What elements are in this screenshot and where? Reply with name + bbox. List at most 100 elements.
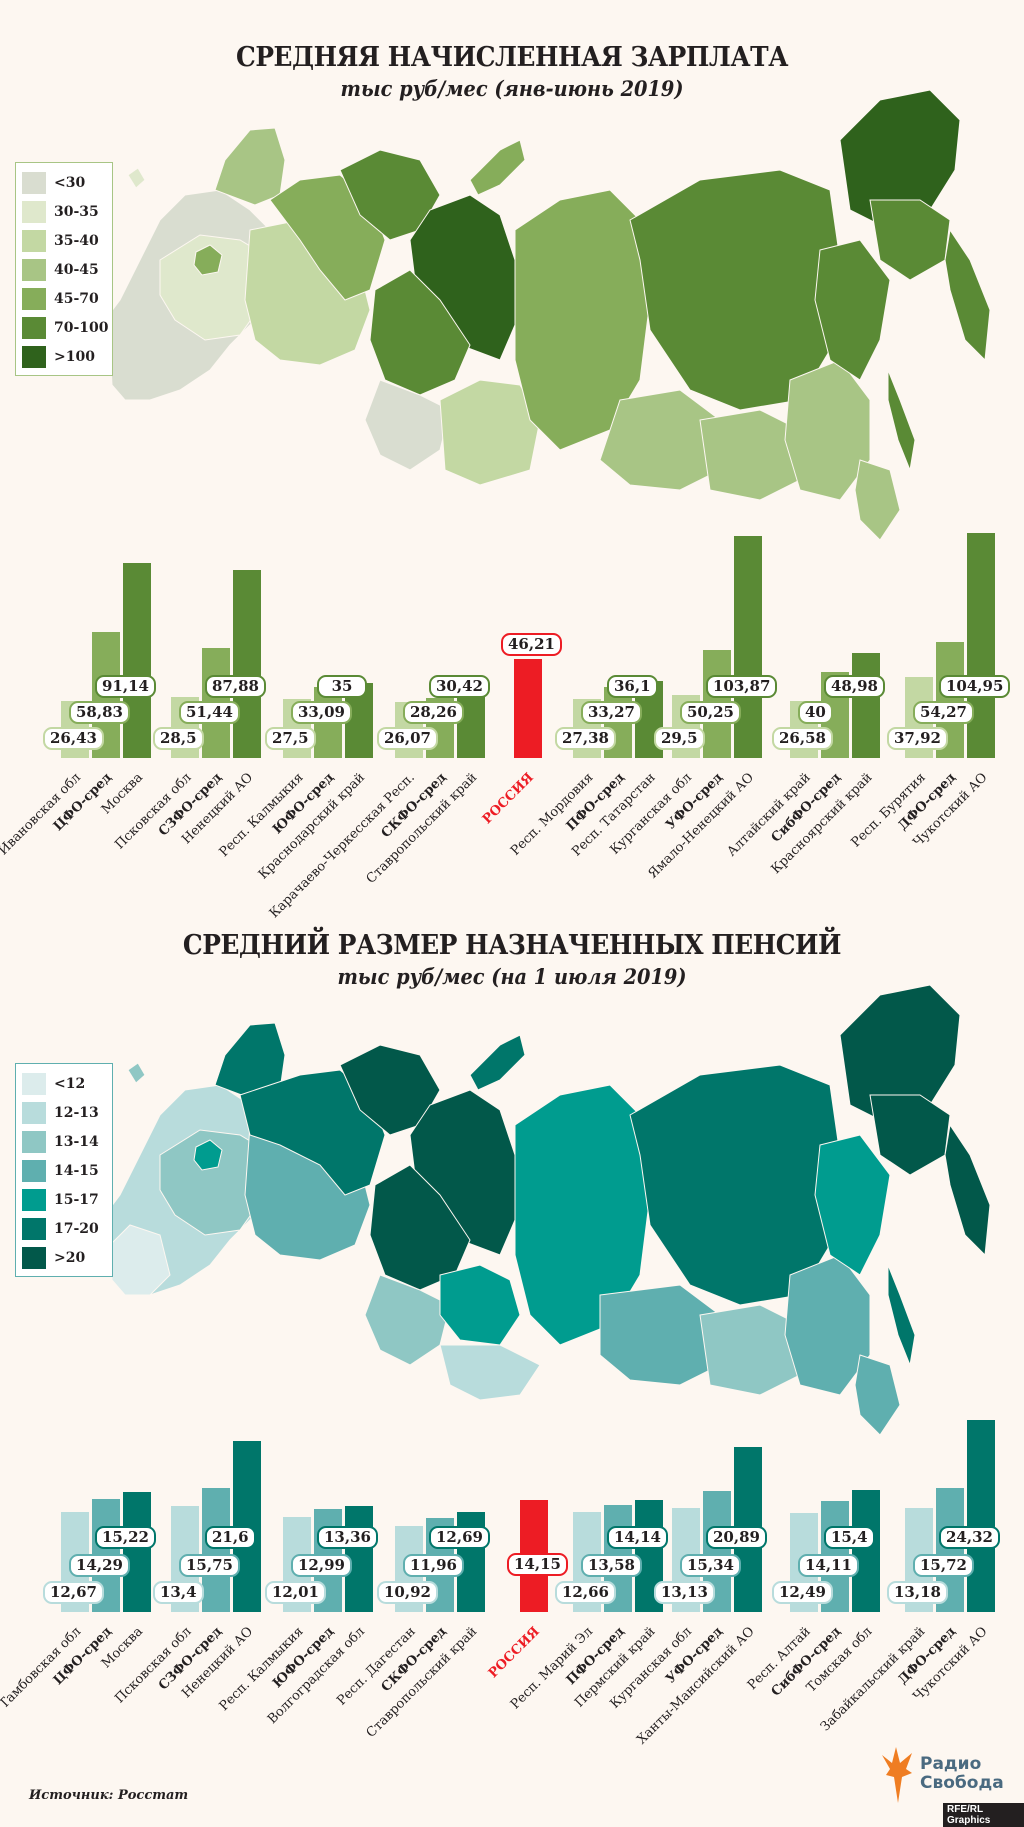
legend-label: 70-100: [54, 319, 109, 336]
pension-legend: <12 12-13 13-14 14-15 15-17 17-20 >20: [15, 1063, 113, 1277]
category-label-russia: РОССИЯ: [480, 770, 538, 828]
value-badge: 104,95: [939, 675, 1011, 698]
value-badge: 10,92: [377, 1581, 438, 1604]
legend-item: >20: [22, 1243, 112, 1272]
map-region-ural-south: [364, 379, 451, 471]
map-region-ural-south: [364, 1274, 451, 1366]
map-region-kaliningrad: [127, 1062, 146, 1084]
legend-swatch: [22, 1246, 46, 1269]
value-badge: 50,25: [680, 701, 741, 724]
bar-max-region: [852, 1490, 880, 1612]
map-region-novaya-zemlya: [469, 139, 526, 196]
map-region-transbaikal: [699, 1304, 801, 1396]
legend-label: 40-45: [54, 261, 99, 278]
value-badge: 15,34: [680, 1554, 741, 1577]
value-badge: 51,44: [179, 701, 240, 724]
legend-swatch: [22, 1130, 46, 1153]
map-region-magadan: [869, 1094, 951, 1176]
map-region-primorye: [854, 1354, 901, 1436]
salary-bar-chart: 26,43 Ивановская обл 58,83 ЦФО-сред 91,14 Мос…: [0, 500, 1024, 921]
legend-swatch: [22, 1188, 46, 1211]
value-badge: 30,42: [429, 675, 490, 698]
legend-swatch: [22, 171, 46, 194]
value-badge: 15,22: [95, 1526, 156, 1549]
map-region-moscow: [193, 1139, 223, 1171]
legend-item: 17-20: [22, 1214, 112, 1243]
legend-item: 45-70: [22, 284, 112, 313]
value-badge: 12,01: [265, 1581, 326, 1604]
map-region-krasnoyarsk: [514, 1084, 651, 1346]
legend-swatch: [22, 1072, 46, 1095]
value-badge: 13,36: [317, 1526, 378, 1549]
legend-swatch: [22, 1159, 46, 1182]
legend-label: 15-17: [54, 1191, 99, 1208]
legend-item: <12: [22, 1069, 112, 1098]
value-badge: 36,1: [607, 675, 658, 698]
map-region-chukotka: [839, 984, 961, 1126]
value-badge: 48,98: [824, 675, 885, 698]
map-region-krasnoyarsk: [514, 189, 651, 451]
value-badge: 12,99: [291, 1554, 352, 1577]
legend-item: 15-17: [22, 1185, 112, 1214]
value-badge: 20,89: [706, 1526, 767, 1549]
value-badge: 15,75: [179, 1554, 240, 1577]
legend-item: 13-14: [22, 1127, 112, 1156]
legend-swatch: [22, 316, 46, 339]
legend-swatch: [22, 258, 46, 281]
bar-max-region: [967, 533, 995, 758]
bar-max-region: [852, 653, 880, 758]
salary-subtitle: тыс руб/мес (янв-июнь 2019): [340, 76, 684, 101]
bar-district-avg: [202, 1487, 230, 1612]
value-badge: 33,09: [291, 701, 352, 724]
value-badge: 40: [798, 701, 833, 724]
value-badge: 37,92: [887, 727, 948, 750]
legend-swatch: [22, 1217, 46, 1240]
map-region-sakhalin: [887, 1264, 916, 1367]
legend-item: 70-100: [22, 313, 112, 342]
value-badge: 15,4: [824, 1526, 875, 1549]
bar-max-region: [123, 562, 151, 758]
map-region-novaya-zemlya: [469, 1034, 526, 1091]
salary-legend: <30 30-35 35-40 40-45 45-70 70-100 >100: [15, 162, 113, 376]
legend-swatch: [22, 229, 46, 252]
legend-item: >100: [22, 342, 112, 371]
value-badge: 12,69: [429, 1526, 490, 1549]
graphics-credit: RFE/RL Graphics: [943, 1803, 1024, 1827]
value-badge: 35: [317, 675, 367, 698]
bar-russia: [514, 659, 542, 758]
map-region-kamchatka: [944, 1123, 991, 1257]
value-badge: 54,27: [913, 701, 974, 724]
pension-title: СРЕДНИЙ РАЗМЕР НАЗНАЧЕННЫХ ПЕНСИЙ: [182, 930, 842, 961]
legend-item: 14-15: [22, 1156, 112, 1185]
map-region-tomsk: [439, 1264, 521, 1346]
value-badge: 14,29: [69, 1554, 130, 1577]
map-region-southwest: [109, 1224, 171, 1296]
value-badge: 26,43: [43, 727, 104, 750]
pension-map: [104, 984, 991, 1436]
legend-label: 30-35: [54, 203, 99, 220]
value-badge: 13,18: [887, 1581, 948, 1604]
source-note: Источник: Росстат: [29, 1788, 189, 1803]
map-region-irkutsk: [599, 1284, 721, 1386]
map-region-chukotka: [839, 89, 961, 231]
value-badge: 28,5: [153, 727, 204, 750]
value-badge: 29,5: [654, 727, 705, 750]
map-region-siberia-south: [439, 379, 541, 486]
legend-item: 35-40: [22, 226, 112, 255]
map-region-magadan: [869, 199, 951, 281]
map-region-moscow: [193, 244, 223, 276]
map-region-primorye: [854, 459, 901, 540]
legend-swatch: [22, 1101, 46, 1124]
bar-max-region: [734, 535, 762, 758]
value-badge: 13,4: [153, 1581, 204, 1604]
legend-swatch: [22, 287, 46, 310]
legend-label: 14-15: [54, 1162, 99, 1179]
salary-map: [104, 89, 991, 540]
legend-item: 12-13: [22, 1098, 112, 1127]
map-region-kaliningrad: [127, 167, 146, 189]
map-region-khabarovsk: [814, 1134, 891, 1276]
value-badge: 14,14: [607, 1526, 668, 1549]
value-badge: 33,27: [581, 701, 642, 724]
legend-swatch: [22, 200, 46, 223]
value-badge-russia: 14,15: [507, 1553, 568, 1576]
